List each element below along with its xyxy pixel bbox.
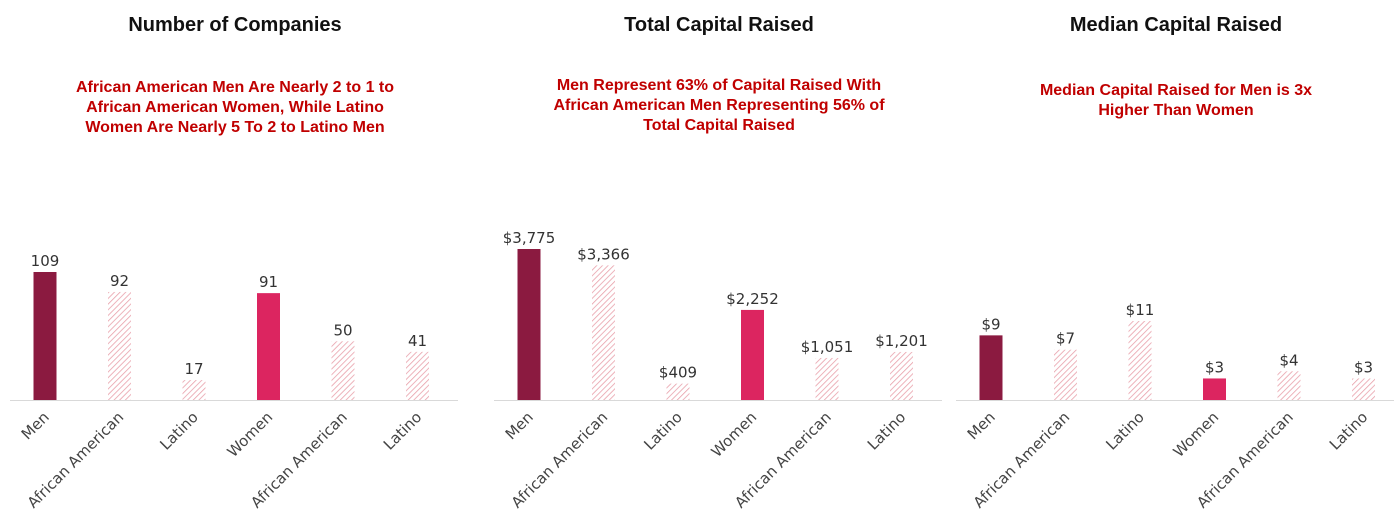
bar (1277, 371, 1301, 400)
data-label: $409 (659, 364, 697, 382)
bar (890, 351, 913, 400)
bar (33, 272, 57, 400)
data-label: $3,366 (577, 245, 630, 263)
chart-title: Total Capital Raised (624, 14, 814, 36)
chart-title: Number of Companies (128, 14, 342, 36)
category-label: Men (502, 408, 537, 443)
data-label: $1,201 (875, 332, 928, 350)
data-label: $1,051 (801, 338, 854, 356)
bar (182, 380, 206, 400)
category-label: Latino (640, 408, 685, 453)
data-label: $2,252 (726, 290, 779, 308)
data-label: 91 (259, 273, 278, 291)
data-label: 41 (408, 332, 427, 350)
panel-total-capital-raised: Total Capital Raised Men Represent 63% o… (494, 0, 944, 521)
category-label: Men (964, 408, 999, 443)
category-label: Latino (380, 408, 425, 453)
bar (979, 335, 1003, 400)
panel-median-capital-raised: Median Capital Raised Median Capital Rai… (956, 0, 1396, 521)
chart-subtitle: Median Capital Raised for Men is 3x High… (1039, 82, 1313, 119)
category-label: Men (18, 408, 53, 443)
data-label: $11 (1126, 301, 1155, 319)
bar (1054, 349, 1077, 400)
category-label: Latino (864, 408, 909, 453)
chart-title: Median Capital Raised (1069, 14, 1283, 36)
category-label: Women (708, 408, 761, 461)
category-label: Latino (1102, 408, 1147, 453)
bar (517, 249, 541, 400)
bar (1352, 378, 1375, 400)
data-label: $3 (1205, 358, 1224, 376)
bar (108, 291, 131, 400)
category-label: Women (1170, 408, 1223, 461)
data-label: 50 (333, 321, 352, 339)
data-label: 17 (184, 360, 203, 378)
data-label: 109 (31, 252, 60, 270)
bar (741, 309, 764, 400)
chart-subtitle: African American Men Are Nearly 2 to 1 t… (75, 79, 395, 136)
bar (815, 357, 839, 400)
data-label: $3 (1354, 358, 1373, 376)
category-label: Latino (1326, 408, 1371, 453)
category-label: Women (224, 408, 277, 461)
panel-number-of-companies: Number of Companies African American Men… (10, 0, 460, 521)
data-label: $9 (981, 315, 1000, 333)
bar (1128, 321, 1152, 400)
bar (331, 341, 355, 400)
bar (406, 351, 429, 400)
bar (257, 293, 280, 400)
bar (666, 383, 690, 400)
data-label: $4 (1279, 351, 1298, 369)
bar (1203, 378, 1226, 400)
data-label: $3,775 (503, 229, 556, 247)
category-label: Latino (156, 408, 201, 453)
bar (592, 265, 615, 400)
chart-subtitle: Men Represent 63% of Capital Raised With… (553, 77, 885, 134)
data-label: 92 (110, 272, 129, 290)
data-label: $7 (1056, 330, 1075, 348)
